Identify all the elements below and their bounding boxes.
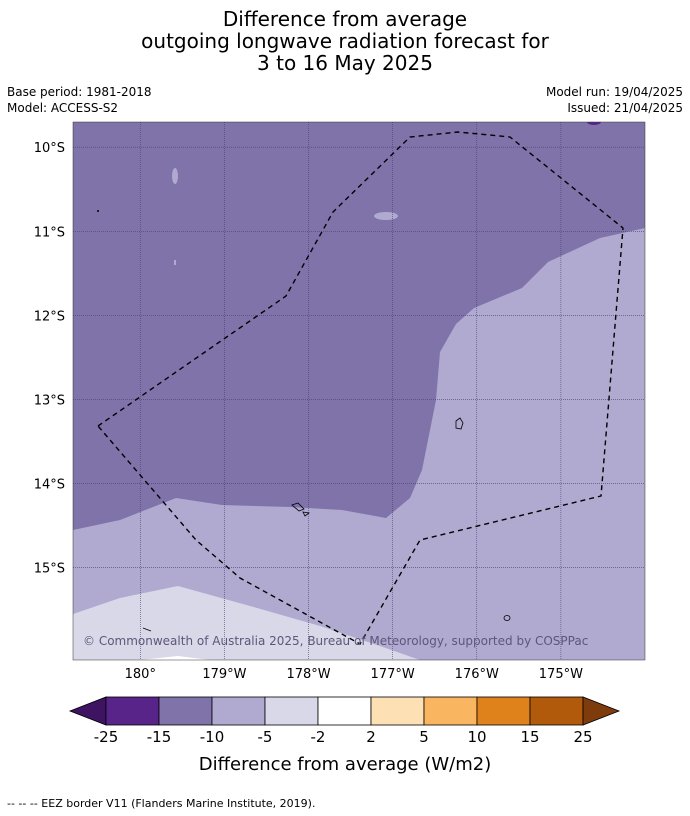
meta-left: Base period: 1981-2018 Model: ACCESS-S2: [7, 84, 152, 116]
colorbar-tick-label: 25: [573, 728, 592, 746]
latitude-tick-label: 14°S: [34, 477, 65, 492]
colorbar-tick-label: -15: [147, 728, 172, 746]
model-run-label: Model run: 19/04/2025: [545, 85, 683, 99]
colorbar-segment: [105, 696, 160, 726]
anomaly-patch: [374, 212, 398, 220]
longitude-tick-label: 179°W: [202, 667, 246, 682]
longitude-tick-label: 180°: [125, 667, 156, 682]
colorbar-extend-low: [68, 696, 107, 726]
issued-label: Issued: 21/04/2025: [567, 101, 683, 115]
island-outline: [503, 615, 511, 621]
anomaly-patch: [174, 260, 176, 265]
longitude-tick-label: 176°W: [455, 667, 499, 682]
latitude-tick-label: 11°S: [34, 225, 65, 240]
island-outline: [455, 417, 464, 430]
longitude-tick-label: 178°W: [286, 667, 330, 682]
island-dot: [97, 210, 99, 212]
anomaly-band-minus2-plus2: [140, 656, 210, 660]
colorbar-segment: [264, 696, 319, 726]
model-label: Model: ACCESS-S2: [7, 101, 119, 115]
colorbar: -25 -15 -10 -5 -2 2 5 10 15 25: [68, 696, 621, 746]
anomaly-band-minus15-minus10: [73, 122, 645, 530]
colorbar-segment: [158, 696, 213, 726]
colorbar-segment: [370, 696, 425, 726]
colorbar-tick-label: 15: [520, 728, 539, 746]
meta-right: Model run: 19/04/2025 Issued: 21/04/2025: [546, 84, 683, 116]
eez-footnote: -- -- -- EEZ border V11 (Flanders Marine…: [7, 797, 316, 810]
colorbar-tick-label: 5: [419, 728, 429, 746]
map-panel: © Commonwealth of Australia 2025, Bureau…: [73, 122, 645, 660]
longitude-tick-label: 175°W: [539, 667, 583, 682]
latitude-tick-labels: 10°S 11°S 12°S 13°S 14°S 15°S: [34, 141, 65, 576]
anomaly-patch: [172, 168, 178, 184]
colorbar-tick-label: -25: [94, 728, 119, 746]
anomaly-band-minus5-minus2: [73, 586, 420, 660]
latitude-tick-label: 13°S: [34, 393, 65, 408]
copyright-notice: © Commonwealth of Australia 2025, Bureau…: [83, 634, 588, 648]
colorbar-tick-label: -2: [311, 728, 326, 746]
map-title: Difference from average outgoing longwav…: [0, 8, 690, 74]
colorbar-segment: [476, 696, 531, 726]
colorbar-tick-label: 10: [467, 728, 486, 746]
longitude-tick-labels: 180° 179°W 178°W 177°W 176°W 175°W: [125, 667, 583, 682]
title-line-3: 3 to 16 May 2025: [257, 51, 433, 75]
base-period-label: Base period: 1981-2018: [7, 85, 152, 99]
colorbar-segment: [211, 696, 266, 726]
colorbar-segment: [529, 696, 584, 726]
colorbar-tick-label: -10: [200, 728, 225, 746]
island-outline: [291, 502, 310, 517]
latitude-tick-label: 10°S: [34, 141, 65, 156]
gridlines: [73, 122, 645, 660]
latitude-tick-label: 15°S: [34, 562, 65, 577]
map-frame: [72, 121, 646, 661]
colorbar-segment: [423, 696, 478, 726]
longitude-tick-label: 177°W: [371, 667, 415, 682]
colorbar-segment: [317, 696, 372, 726]
colorbar-title: Difference from average (W/m2): [199, 754, 491, 775]
eez-border: [96, 131, 624, 645]
latitude-tick-label: 12°S: [34, 309, 65, 324]
anomaly-patch: [587, 122, 601, 125]
colorbar-tick-label: 2: [366, 728, 376, 746]
island-outline: [142, 627, 152, 632]
colorbar-tick-label: -5: [258, 728, 273, 746]
colorbar-extend-high: [582, 696, 621, 726]
title-line-1: Difference from average: [222, 7, 468, 31]
title-line-2: outgoing longwave radiation forecast for: [141, 29, 549, 53]
